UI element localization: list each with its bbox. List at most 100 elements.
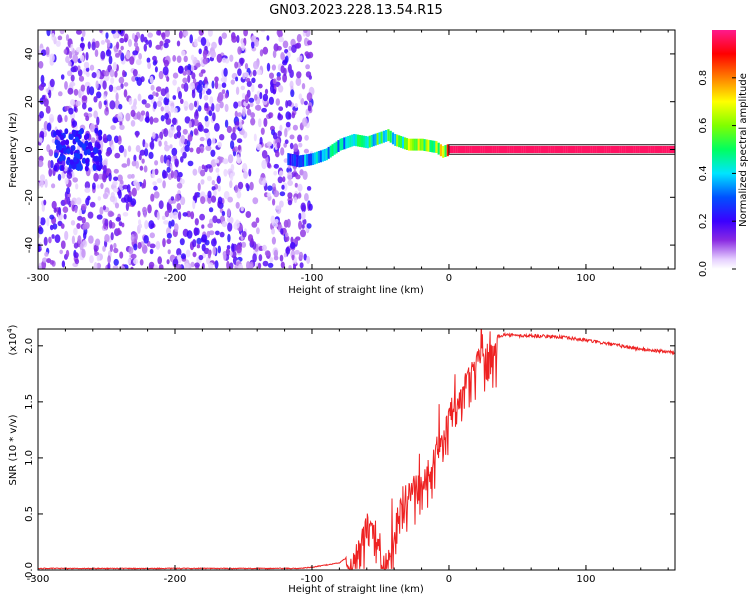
noise-speck bbox=[148, 94, 154, 100]
noise-speck bbox=[154, 66, 158, 73]
noise-speck bbox=[103, 100, 107, 105]
noise-speck bbox=[96, 91, 102, 99]
noise-speck bbox=[233, 101, 239, 109]
noise-speck bbox=[214, 122, 220, 132]
noise-speck bbox=[66, 159, 70, 166]
noise-speck bbox=[51, 234, 55, 239]
noise-speck bbox=[95, 80, 99, 89]
noise-speck bbox=[235, 219, 240, 229]
noise-speck bbox=[40, 74, 45, 84]
noise-speck bbox=[173, 107, 178, 114]
noise-speck bbox=[160, 154, 165, 164]
noise-speck bbox=[84, 187, 91, 193]
noise-speck bbox=[102, 205, 106, 211]
noise-speck bbox=[100, 182, 104, 190]
noise-speck bbox=[257, 83, 263, 89]
noise-speck bbox=[224, 92, 228, 99]
noise-speck bbox=[188, 120, 192, 129]
noise-speck bbox=[83, 231, 87, 240]
noise-speck bbox=[205, 164, 212, 169]
noise-speck bbox=[150, 193, 155, 202]
noise-speck bbox=[48, 149, 54, 157]
noise-speck bbox=[280, 147, 285, 156]
noise-speck bbox=[248, 97, 255, 103]
noise-speck bbox=[123, 82, 129, 87]
noise-speck bbox=[109, 211, 115, 217]
noise-speck bbox=[81, 248, 86, 258]
noise-speck bbox=[196, 147, 201, 154]
noise-speck bbox=[87, 195, 91, 201]
noise-speck bbox=[287, 180, 293, 186]
noise-speck bbox=[108, 84, 114, 93]
noise-speck bbox=[182, 151, 187, 159]
noise-speck bbox=[242, 72, 246, 80]
noise-speck bbox=[152, 55, 157, 62]
noise-speck bbox=[230, 79, 235, 85]
noise-speck bbox=[63, 148, 68, 154]
ridge-cell bbox=[606, 145, 609, 154]
noise-speck bbox=[102, 245, 106, 252]
noise-speck bbox=[131, 160, 137, 167]
noise-speck bbox=[149, 116, 154, 125]
noise-speck bbox=[138, 53, 143, 60]
noise-speck bbox=[187, 74, 191, 84]
noise-speck bbox=[303, 100, 308, 106]
noise-speck bbox=[166, 159, 170, 167]
noise-speck bbox=[297, 183, 303, 192]
noise-speck bbox=[235, 86, 240, 96]
noise-speck bbox=[58, 206, 62, 216]
y-tick-label: -20 bbox=[24, 189, 35, 205]
noise-speck bbox=[153, 191, 160, 199]
noise-speck bbox=[308, 203, 313, 211]
noise-speck bbox=[183, 82, 189, 93]
ridge-cell bbox=[536, 145, 539, 154]
ridge-cell bbox=[310, 153, 313, 166]
noise-speck bbox=[87, 107, 93, 112]
ridge-cell bbox=[484, 145, 487, 154]
noise-speck bbox=[216, 53, 223, 63]
noise-speck bbox=[82, 102, 87, 110]
noise-speck bbox=[236, 35, 240, 43]
noise-speck bbox=[39, 111, 44, 119]
ridge-cell bbox=[502, 145, 506, 154]
noise-speck bbox=[140, 76, 145, 83]
noise-speck bbox=[119, 37, 125, 44]
noise-speck bbox=[95, 40, 100, 49]
ridge-cell bbox=[407, 138, 411, 151]
ridge-cell bbox=[319, 150, 322, 163]
noise-speck bbox=[256, 227, 260, 235]
noise-speck bbox=[74, 136, 79, 143]
noise-speck bbox=[199, 213, 206, 221]
noise-speck bbox=[95, 238, 101, 247]
noise-speck bbox=[135, 76, 139, 82]
noise-speck bbox=[57, 173, 62, 181]
noise-speck bbox=[301, 211, 306, 221]
noise-speck bbox=[182, 212, 188, 217]
noise-speck bbox=[274, 218, 279, 224]
noise-speck bbox=[239, 121, 243, 129]
noise-speck bbox=[109, 195, 116, 203]
ridge-cell bbox=[331, 144, 334, 157]
noise-speck bbox=[284, 128, 288, 138]
noise-speck bbox=[269, 112, 274, 118]
colorbar-tick-label: 0.0 bbox=[698, 261, 709, 277]
noise-speck bbox=[127, 145, 132, 152]
ridge-cell bbox=[325, 148, 328, 161]
noise-speck bbox=[158, 140, 162, 147]
noise-speck bbox=[234, 61, 239, 69]
noise-speck bbox=[122, 212, 129, 217]
ridge-cell bbox=[455, 145, 458, 154]
noise-speck bbox=[180, 178, 185, 185]
noise-speck bbox=[241, 92, 246, 99]
noise-speck bbox=[286, 218, 291, 228]
noise-speck bbox=[269, 257, 274, 263]
noise-speck bbox=[141, 158, 145, 164]
noise-speck bbox=[230, 140, 235, 150]
noise-speck bbox=[133, 154, 137, 162]
noise-speck bbox=[96, 116, 100, 126]
noise-speck bbox=[226, 125, 232, 134]
noise-speck bbox=[49, 224, 54, 231]
ridge-cell bbox=[581, 145, 584, 154]
noise-speck bbox=[85, 67, 90, 72]
x-tick-label: 0 bbox=[446, 273, 452, 284]
